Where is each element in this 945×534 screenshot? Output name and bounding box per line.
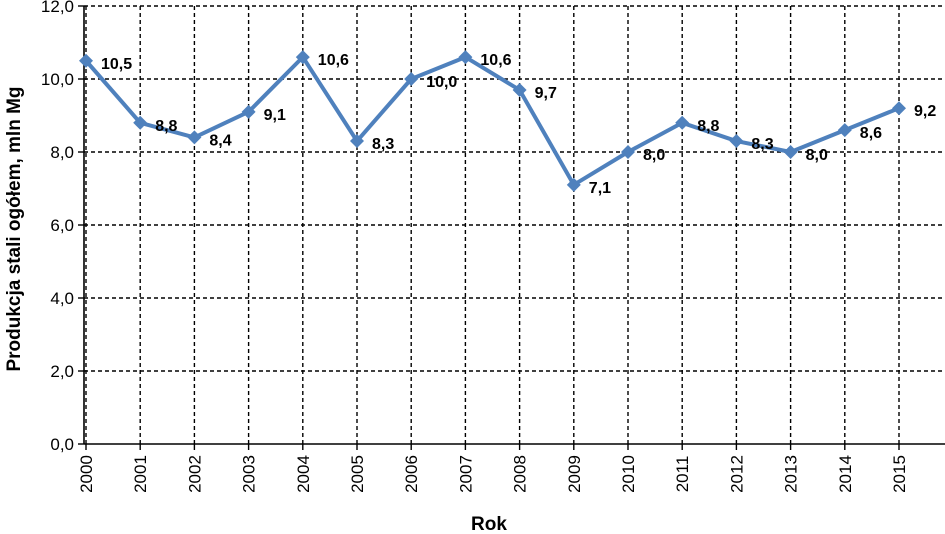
x-axis-title: Rok bbox=[471, 514, 507, 534]
data-label: 8,8 bbox=[155, 118, 177, 135]
data-point-marker bbox=[621, 145, 635, 159]
data-label: 8,6 bbox=[860, 125, 882, 142]
data-point-marker bbox=[512, 82, 527, 97]
y-tick-label: 0,0 bbox=[50, 435, 74, 454]
series-line bbox=[84, 55, 900, 187]
data-point-marker bbox=[783, 145, 798, 159]
data-point-marker bbox=[675, 115, 690, 130]
x-tick-label: 2009 bbox=[565, 455, 584, 493]
grid-lines bbox=[84, 5, 945, 444]
data-point-marker bbox=[404, 72, 419, 86]
y-tick-label: 10,0 bbox=[41, 70, 74, 89]
data-label: 9,1 bbox=[264, 107, 286, 124]
data-label: 10,0 bbox=[426, 74, 457, 91]
series-line-path bbox=[84, 55, 900, 187]
x-tick-label: 2004 bbox=[294, 455, 313, 493]
data-label: 10,6 bbox=[480, 52, 511, 69]
data-point-marker bbox=[729, 134, 744, 149]
y-tick-label: 2,0 bbox=[50, 362, 74, 381]
x-tick-label: 2005 bbox=[348, 455, 367, 493]
y-tick-label: 8,0 bbox=[50, 143, 74, 162]
data-point-marker bbox=[79, 53, 93, 68]
data-point-marker bbox=[241, 104, 256, 119]
data-point-marker bbox=[566, 177, 581, 192]
data-label: 8,0 bbox=[806, 147, 828, 164]
y-axis-title: Produkcja stali ogółem, mln Mg bbox=[4, 86, 25, 371]
data-label: 8,3 bbox=[751, 136, 773, 153]
data-markers bbox=[79, 50, 906, 192]
x-tick-label: 2014 bbox=[836, 455, 855, 493]
data-label: 7,1 bbox=[589, 180, 611, 197]
x-tick-label: 2003 bbox=[240, 455, 259, 493]
data-label: 10,5 bbox=[101, 56, 132, 73]
data-point-marker bbox=[892, 101, 906, 116]
data-point-marker bbox=[458, 50, 473, 65]
x-tick-labels: 2000 2001 2002 2003 2004 2005 2006 2007 2008 2009… bbox=[77, 455, 909, 493]
data-label: 8,3 bbox=[372, 136, 394, 153]
data-point-marker bbox=[350, 134, 364, 149]
data-label: 10,6 bbox=[318, 52, 349, 69]
x-tick-label: 2010 bbox=[619, 455, 638, 493]
x-tick-label: 2002 bbox=[185, 455, 204, 493]
data-label: 9,7 bbox=[535, 85, 557, 102]
x-tick-label: 2006 bbox=[402, 455, 421, 493]
data-point-marker bbox=[837, 123, 852, 138]
y-tick-label: 6,0 bbox=[50, 216, 74, 235]
data-label: 9,2 bbox=[914, 103, 936, 120]
data-point-marker bbox=[133, 115, 148, 130]
y-tick-label: 12,0 bbox=[41, 0, 74, 16]
data-point-marker bbox=[187, 130, 202, 145]
x-tick-label: 2013 bbox=[782, 455, 801, 493]
x-tick-label: 2007 bbox=[456, 455, 475, 493]
x-tick-label: 2000 bbox=[77, 455, 96, 493]
data-label: 8,4 bbox=[209, 132, 231, 149]
axes bbox=[78, 5, 945, 450]
x-tick-label: 2012 bbox=[727, 455, 746, 493]
data-point-marker bbox=[295, 50, 310, 65]
data-labels: 10,5 8,8 8,4 9,1 10,6 8,3 10,0 10,6 9,7 7,1 8,0 8,8… bbox=[101, 52, 936, 197]
x-tick-label: 2011 bbox=[673, 456, 692, 493]
y-tick-label: 4,0 bbox=[50, 289, 74, 308]
x-tick-label: 2008 bbox=[511, 455, 530, 493]
x-tick-label: 2015 bbox=[890, 455, 909, 493]
x-tick-label: 2001 bbox=[131, 455, 150, 493]
data-label: 8,8 bbox=[697, 118, 719, 135]
y-tick-labels: 0,0 2,0 4,0 6,0 8,0 10,0 12,0 bbox=[41, 0, 74, 454]
data-label: 8,0 bbox=[643, 147, 665, 164]
